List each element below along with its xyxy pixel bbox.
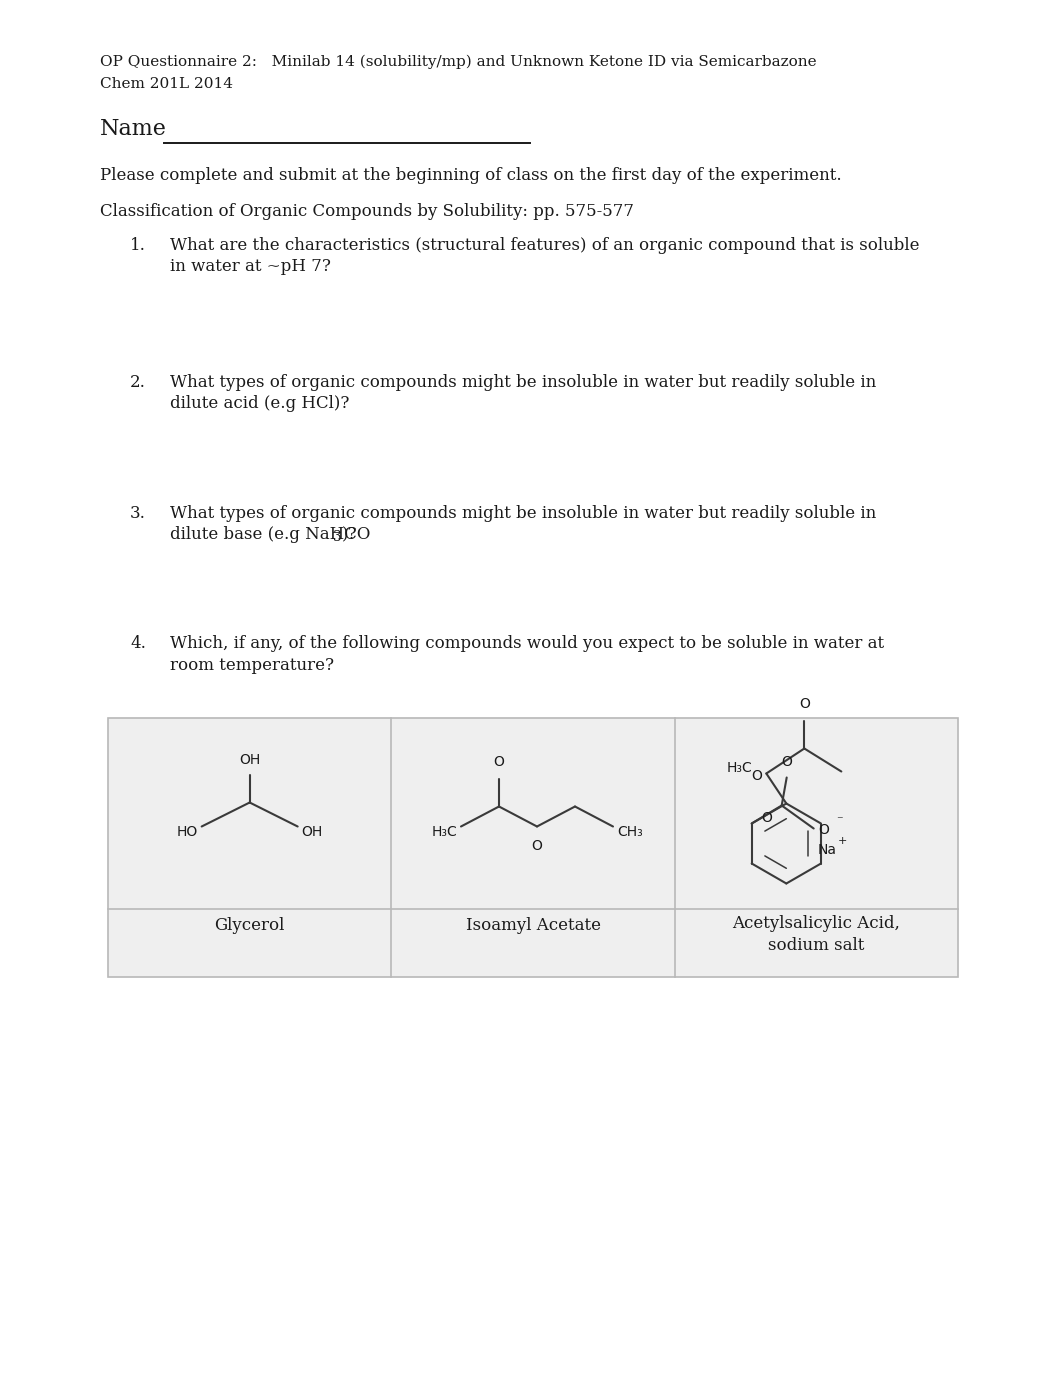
Text: ⁻: ⁻ <box>836 814 842 828</box>
Text: Chem 201L 2014: Chem 201L 2014 <box>100 77 233 91</box>
Text: OP Questionnaire 2:   Minilab 14 (solubility/mp) and Unknown Ketone ID via Semic: OP Questionnaire 2: Minilab 14 (solubili… <box>100 55 817 69</box>
Text: +: + <box>838 836 847 847</box>
Text: dilute base (e.g NaHCO: dilute base (e.g NaHCO <box>170 526 371 543</box>
Text: Isoamyl Acetate: Isoamyl Acetate <box>465 917 600 934</box>
Text: Na: Na <box>818 844 837 858</box>
Text: Glycerol: Glycerol <box>215 917 285 934</box>
Text: O: O <box>799 698 809 712</box>
Text: Classification of Organic Compounds by Solubility: pp. 575-577: Classification of Organic Compounds by S… <box>100 202 634 220</box>
Text: O: O <box>782 755 792 768</box>
Text: in water at ~pH 7?: in water at ~pH 7? <box>170 257 331 275</box>
Text: 2.: 2. <box>130 375 145 391</box>
Text: )?: )? <box>342 526 358 543</box>
Text: sodium salt: sodium salt <box>768 936 864 954</box>
Text: O: O <box>819 823 829 837</box>
Text: OH: OH <box>239 752 260 767</box>
Text: Which, if any, of the following compounds would you expect to be soluble in wate: Which, if any, of the following compound… <box>170 635 885 651</box>
Text: Name: Name <box>100 118 167 140</box>
Text: dilute acid (e.g HCl)?: dilute acid (e.g HCl)? <box>170 395 349 412</box>
Text: HO: HO <box>176 825 198 840</box>
Text: CH₃: CH₃ <box>617 825 643 840</box>
Text: H₃C: H₃C <box>431 825 457 840</box>
Text: OH: OH <box>302 825 323 840</box>
Text: 3.: 3. <box>130 505 145 522</box>
Text: What are the characteristics (structural features) of an organic compound that i: What are the characteristics (structural… <box>170 237 920 253</box>
Text: 3: 3 <box>333 530 342 544</box>
Text: What types of organic compounds might be insoluble in water but readily soluble : What types of organic compounds might be… <box>170 505 876 522</box>
Text: H₃C: H₃C <box>726 761 752 775</box>
Text: O: O <box>752 768 763 782</box>
Text: O: O <box>761 811 772 825</box>
Text: O: O <box>532 840 543 854</box>
Text: Please complete and submit at the beginning of class on the first day of the exp: Please complete and submit at the beginn… <box>100 167 841 185</box>
Text: room temperature?: room temperature? <box>170 657 335 673</box>
Text: O: O <box>494 756 504 770</box>
Text: 1.: 1. <box>130 237 145 253</box>
Bar <box>108 717 958 978</box>
Text: Acetylsalicylic Acid,: Acetylsalicylic Acid, <box>733 914 901 932</box>
Text: 4.: 4. <box>130 635 145 651</box>
Text: What types of organic compounds might be insoluble in water but readily soluble : What types of organic compounds might be… <box>170 375 876 391</box>
